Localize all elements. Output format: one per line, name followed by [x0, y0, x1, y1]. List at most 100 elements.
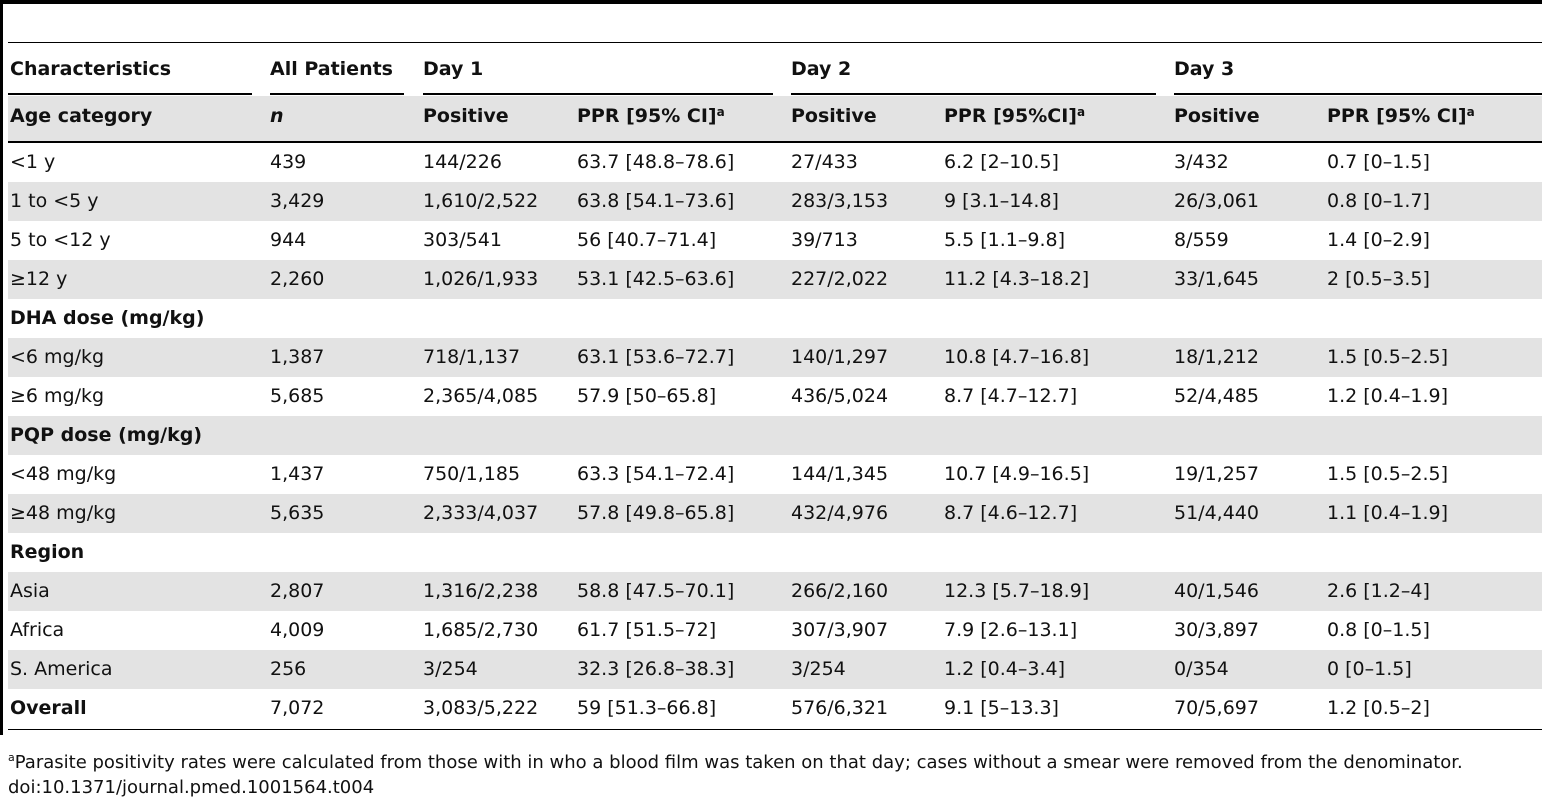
- table-cell: 2,365/4,085: [423, 385, 539, 407]
- table-cell: 227/2,022: [791, 268, 889, 290]
- table-cell: 5.5 [1.1–9.8]: [944, 229, 1066, 251]
- table-cell: 10.7 [4.9–16.5]: [944, 463, 1090, 485]
- subheader-positive-day3: Positive: [1174, 105, 1260, 127]
- row-band: [8, 260, 1542, 299]
- table-cell: 10.8 [4.7–16.8]: [944, 346, 1090, 368]
- table-cell: 3/432: [1174, 151, 1229, 173]
- table-cell: 57.8 [49.8–65.8]: [577, 502, 735, 524]
- table-cell: 436/5,024: [791, 385, 889, 407]
- table-cell: 7.9 [2.6–13.1]: [944, 619, 1078, 641]
- row-band: [8, 338, 1542, 377]
- table-cell: 0.7 [0–1.5]: [1327, 151, 1430, 173]
- footnote-text: Parasite positivity rates were calculate…: [14, 752, 1463, 773]
- table-cell: 63.8 [54.1–73.6]: [577, 190, 735, 212]
- header-underline: [423, 93, 773, 95]
- footnote-marker: a: [1466, 105, 1475, 119]
- footnote-marker: a: [1076, 105, 1086, 119]
- table-cell: 1.5 [0.5–2.5]: [1327, 346, 1449, 368]
- table-cell: 63.7 [48.8–78.6]: [577, 151, 735, 173]
- row-band: [8, 494, 1542, 533]
- row-label: ≥6 mg/kg: [10, 385, 105, 407]
- table-left-border: [0, 0, 3, 735]
- table-cell: 0/354: [1174, 658, 1229, 680]
- row-band: [8, 650, 1542, 689]
- subheader-ppr-day1: PPR [95% CI]a: [577, 104, 725, 128]
- ppr-label: PPR [95%CI]: [944, 105, 1077, 127]
- table-cell: 27/433: [791, 151, 858, 173]
- row-label: ≥48 mg/kg: [10, 502, 117, 524]
- table-cell: 32.3 [26.8–38.3]: [577, 658, 735, 680]
- table-cell: 12.3 [5.7–18.9]: [944, 580, 1090, 602]
- row-label: ≥12 y: [10, 268, 68, 290]
- row-label: <6 mg/kg: [10, 346, 105, 368]
- row-band: [8, 572, 1542, 611]
- row-label: S. America: [10, 658, 113, 680]
- table-cell: 0.8 [0–1.5]: [1327, 619, 1430, 641]
- row-band: [8, 182, 1542, 221]
- row-label: <48 mg/kg: [10, 463, 117, 485]
- footnote: aParasite positivity rates were calculat…: [8, 751, 1463, 775]
- table-cell: 1,685/2,730: [423, 619, 539, 641]
- table-cell: 3,429: [270, 190, 325, 212]
- table-cell: 432/4,976: [791, 502, 889, 524]
- header-top-rule: [8, 42, 1542, 43]
- table-cell: 576/6,321: [791, 697, 889, 719]
- table-cell: 1.5 [0.5–2.5]: [1327, 463, 1449, 485]
- table-cell: 3/254: [791, 658, 846, 680]
- table-cell: 9 [3.1–14.8]: [944, 190, 1059, 212]
- table-cell: 1.2 [0.4–1.9]: [1327, 385, 1449, 407]
- subheader-bottom-rule: [8, 141, 1542, 143]
- ppr-label: PPR [95% CI]: [1327, 105, 1467, 127]
- table-cell: 70/5,697: [1174, 697, 1259, 719]
- table-cell: 57.9 [50–65.8]: [577, 385, 717, 407]
- header-underline: [1174, 93, 1542, 95]
- subheader-positive-day2: Positive: [791, 105, 877, 127]
- table-cell: 944: [270, 229, 307, 251]
- table-cell: 2.6 [1.2–4]: [1327, 580, 1430, 602]
- header-day2: Day 2: [791, 58, 852, 80]
- table-cell: 2,333/4,037: [423, 502, 539, 524]
- table-cell: 8/559: [1174, 229, 1229, 251]
- table-cell: 39/713: [791, 229, 858, 251]
- table-cell: 8.7 [4.6–12.7]: [944, 502, 1078, 524]
- table-cell: 1,437: [270, 463, 325, 485]
- row-label: 5 to <12 y: [10, 229, 111, 251]
- subheader-band: [8, 96, 1542, 141]
- table-cell: 1,026/1,933: [423, 268, 539, 290]
- table-cell: 4,009: [270, 619, 325, 641]
- table-cell: 3,083/5,222: [423, 697, 539, 719]
- table-cell: 63.3 [54.1–72.4]: [577, 463, 735, 485]
- table-cell: 266/2,160: [791, 580, 889, 602]
- subheader-n: n: [270, 105, 284, 127]
- table-cell: 303/541: [423, 229, 502, 251]
- table-cell: 8.7 [4.7–12.7]: [944, 385, 1078, 407]
- row-label: 1 to <5 y: [10, 190, 99, 212]
- header-day1: Day 1: [423, 58, 484, 80]
- table-cell: 0 [0–1.5]: [1327, 658, 1412, 680]
- subheader-positive-day1: Positive: [423, 105, 509, 127]
- section-heading: PQP dose (mg/kg): [10, 424, 203, 446]
- table-cell: 52/4,485: [1174, 385, 1259, 407]
- table-cell: 2,260: [270, 268, 325, 290]
- header-all-patients: All Patients: [270, 58, 393, 80]
- table-cell: 1.2 [0.4–3.4]: [944, 658, 1066, 680]
- table-cell: 5,685: [270, 385, 325, 407]
- table-cell: 307/3,907: [791, 619, 889, 641]
- table-bottom-rule: [8, 729, 1542, 730]
- table-cell: 283/3,153: [791, 190, 889, 212]
- header-day3: Day 3: [1174, 58, 1235, 80]
- header-characteristics: Characteristics: [10, 58, 172, 80]
- row-label: <1 y: [10, 151, 56, 173]
- table-top-border: [0, 0, 1542, 4]
- table-cell: 3/254: [423, 658, 478, 680]
- section-heading: Region: [10, 541, 85, 563]
- row-band: [8, 416, 1542, 455]
- table-cell: 5,635: [270, 502, 325, 524]
- subheader-ppr-day2: PPR [95%CI]a: [944, 104, 1085, 128]
- table-cell: 18/1,212: [1174, 346, 1259, 368]
- subheader-ppr-day3: PPR [95% CI]a: [1327, 104, 1475, 128]
- table-cell: 51/4,440: [1174, 502, 1259, 524]
- table-cell: 33/1,645: [1174, 268, 1259, 290]
- table-cell: 9.1 [5–13.3]: [944, 697, 1059, 719]
- table-cell: 144/226: [423, 151, 502, 173]
